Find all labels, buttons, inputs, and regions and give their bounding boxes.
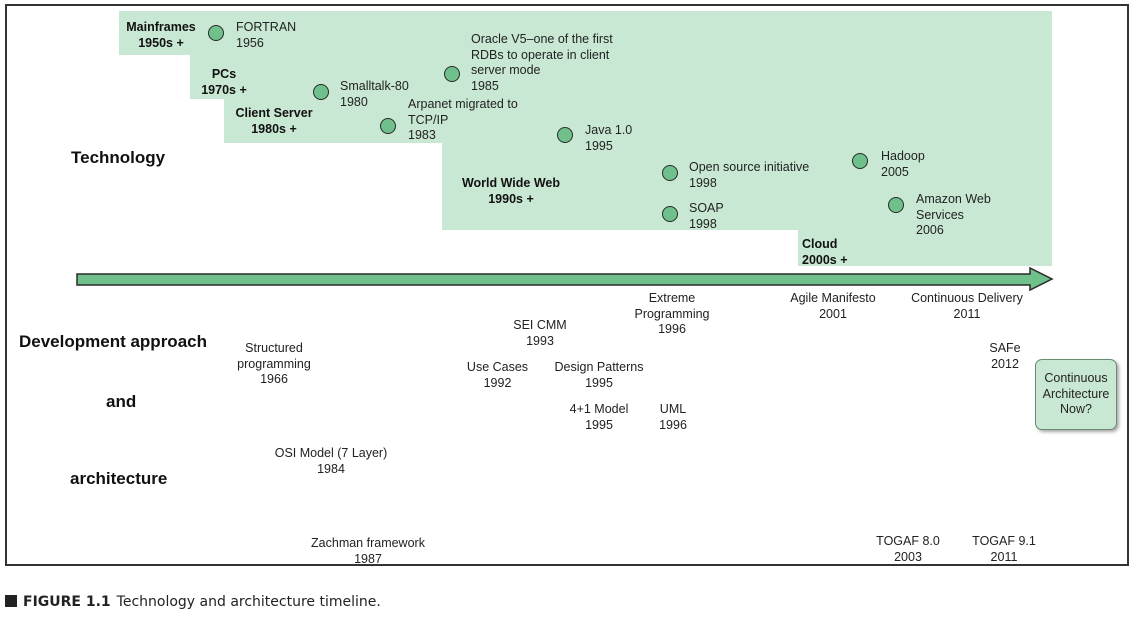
event-dot-arpanet xyxy=(380,118,396,134)
dev-event-continuous-delivery: Continuous Delivery 2011 xyxy=(911,291,1023,321)
dev-label-line1: Development approach xyxy=(19,332,207,351)
event-dot-soap xyxy=(662,206,678,222)
event-dot-aws xyxy=(888,197,904,213)
dev-event-togaf-8: TOGAF 8.0 2003 xyxy=(876,534,940,564)
technology-label: Technology xyxy=(71,148,166,167)
dev-event-agile: Agile Manifesto 2001 xyxy=(790,291,876,321)
event-dot-hadoop xyxy=(852,153,868,169)
dev-label-line2: and xyxy=(106,392,137,411)
dev-event-osi: OSI Model (7 Layer) 1984 xyxy=(274,446,388,476)
event-fortran: FORTRAN 1956 xyxy=(236,20,297,50)
event-open-source: Open source initiative 1998 xyxy=(689,160,810,190)
caption-figure-number: FIGURE 1.1 xyxy=(23,594,111,610)
caption-text: Technology and architecture timeline. xyxy=(116,594,381,610)
event-smalltalk: Smalltalk-80 1980 xyxy=(340,79,409,109)
era-bg-pcs xyxy=(190,55,1052,99)
event-dot-fortran xyxy=(208,25,224,41)
dev-event-togaf-9: TOGAF 9.1 2011 xyxy=(972,534,1036,564)
dev-event-use-cases: Use Cases 1992 xyxy=(466,360,529,390)
continuous-architecture-text: Continuous Architecture Now? xyxy=(1042,371,1110,417)
dev-event-sei-cmm: SEI CMM 1993 xyxy=(513,318,567,348)
dev-label-line3: architecture xyxy=(70,469,168,488)
event-dot-oracle xyxy=(444,66,460,82)
timeline-arrow-shape xyxy=(76,266,1054,292)
event-java: Java 1.0 1995 xyxy=(585,123,633,153)
event-dot-java xyxy=(557,127,573,143)
dev-event-4plus1: 4+1 Model 1995 xyxy=(569,402,629,432)
dev-event-uml: UML 1996 xyxy=(659,402,687,432)
event-oracle: Oracle V5–one of the first RDBs to operat… xyxy=(471,32,613,93)
caption-square-icon xyxy=(5,595,17,607)
dev-event-design-patterns: Design Patterns 1995 xyxy=(554,360,644,390)
event-hadoop: Hadoop 2005 xyxy=(881,149,925,179)
era-label-pcs: PCs 1970s + xyxy=(201,67,247,97)
dev-event-safe: SAFe 2012 xyxy=(989,341,1021,371)
figure-caption: FIGURE 1.1 Technology and architecture ti… xyxy=(5,594,381,610)
era-label-client-server: Client Server 1980s + xyxy=(235,106,313,136)
event-aws: Amazon Web Services 2006 xyxy=(916,192,991,237)
dev-event-structured: Structured programming 1966 xyxy=(237,341,311,386)
era-bg-mainframes xyxy=(119,11,1052,55)
era-bg-www xyxy=(442,143,1052,230)
event-dot-open-source xyxy=(662,165,678,181)
era-label-mainframes: Mainframes 1950s + xyxy=(126,20,196,50)
dev-event-zachman: Zachman framework 1987 xyxy=(311,536,425,566)
event-dot-smalltalk xyxy=(313,84,329,100)
event-arpanet: Arpanet migrated to TCP/IP 1983 xyxy=(408,97,518,142)
continuous-architecture-box: Continuous Architecture Now? xyxy=(1035,359,1117,430)
dev-event-xp: Extreme Programming 1996 xyxy=(634,291,710,336)
era-label-www: World Wide Web 1990s + xyxy=(461,176,561,206)
era-label-cloud: Cloud 2000s + xyxy=(802,237,848,267)
era-bg-client-server xyxy=(224,99,1052,143)
era-bg-cloud xyxy=(798,230,1052,266)
event-soap: SOAP 1998 xyxy=(689,201,724,231)
